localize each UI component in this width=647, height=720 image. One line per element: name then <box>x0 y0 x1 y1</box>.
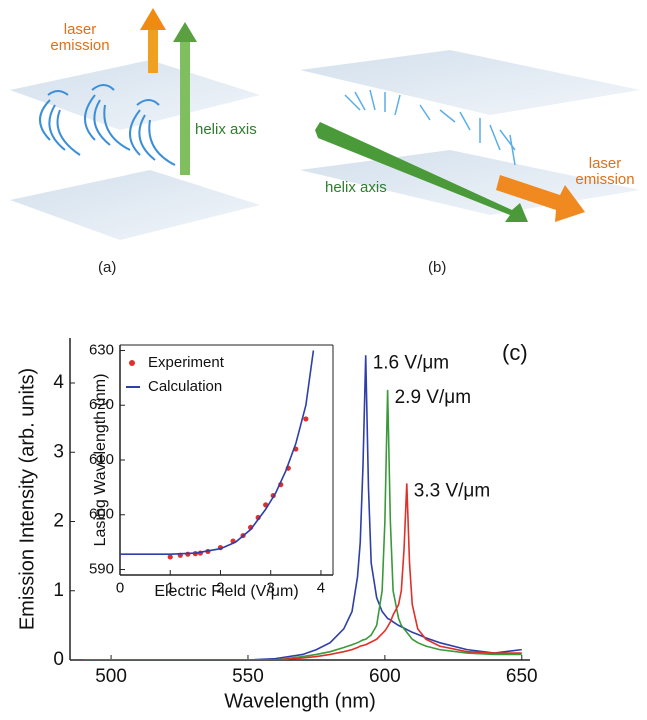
series-label: 3.3 V/μm <box>414 480 490 501</box>
laser-arrow-head <box>140 8 166 30</box>
series-label: 1.6 V/μm <box>373 352 449 373</box>
y-tick-label: 600 <box>89 506 114 523</box>
x-tick-label: 2 <box>216 579 224 596</box>
point <box>303 416 309 422</box>
point <box>167 554 173 560</box>
laser-arrow <box>496 175 585 222</box>
y-tick-label: 0 <box>53 649 64 670</box>
laser-label: laser emission <box>50 21 110 54</box>
inset-bg <box>85 338 340 610</box>
plane <box>10 60 260 130</box>
y-tick-label: 2 <box>53 511 64 532</box>
panel-label: (b) <box>428 259 447 276</box>
series-label: 2.9 V/μm <box>395 387 471 408</box>
series-line <box>120 350 315 555</box>
y-tick-label: 590 <box>89 560 114 577</box>
y-axis-label: Lasing Wavelength (nm) <box>92 374 109 547</box>
x-tick-label: 650 <box>506 666 538 687</box>
y-tick-label: 610 <box>89 451 114 468</box>
helix-label: helix axis <box>195 121 257 138</box>
helix-b <box>344 89 516 166</box>
helix-arrow <box>180 40 190 175</box>
y-tick-label: 620 <box>89 396 114 413</box>
helix-arrow <box>315 122 528 222</box>
x-tick-label: 4 <box>317 579 325 596</box>
x-tick-label: 1 <box>166 579 174 596</box>
y-tick-label: 4 <box>53 372 64 393</box>
plane <box>300 50 640 115</box>
y-tick-label: 630 <box>89 341 114 358</box>
helix-a <box>39 84 176 166</box>
y-axis-label: Emission Intensity (arb. units) <box>16 368 38 630</box>
plane <box>10 170 260 240</box>
helix-label: helix axis <box>325 179 387 196</box>
legend-swatch <box>129 360 135 366</box>
x-axis-label: Electric Field (V/μm) <box>154 583 298 600</box>
y-tick-label: 3 <box>53 441 64 462</box>
legend-label: Calculation <box>148 378 222 395</box>
series-line <box>83 355 522 660</box>
helix-arrow-head <box>173 22 197 42</box>
x-tick-label: 0 <box>116 579 124 596</box>
y-tick-label: 1 <box>53 580 64 601</box>
x-tick-label: 600 <box>369 666 401 687</box>
series-line <box>83 389 522 660</box>
laser-label: laser emission <box>575 155 635 188</box>
legend-label: Experiment <box>148 354 225 371</box>
x-tick-label: 550 <box>232 666 264 687</box>
x-axis-label: Wavelength (nm) <box>224 690 376 712</box>
series-line <box>83 483 522 660</box>
diagram <box>10 8 640 240</box>
x-tick-label: 500 <box>95 666 127 687</box>
laser-arrow <box>148 28 158 73</box>
x-tick-label: 3 <box>267 579 275 596</box>
annotation: (c) <box>502 340 528 365</box>
panel-label: (a) <box>98 259 117 276</box>
